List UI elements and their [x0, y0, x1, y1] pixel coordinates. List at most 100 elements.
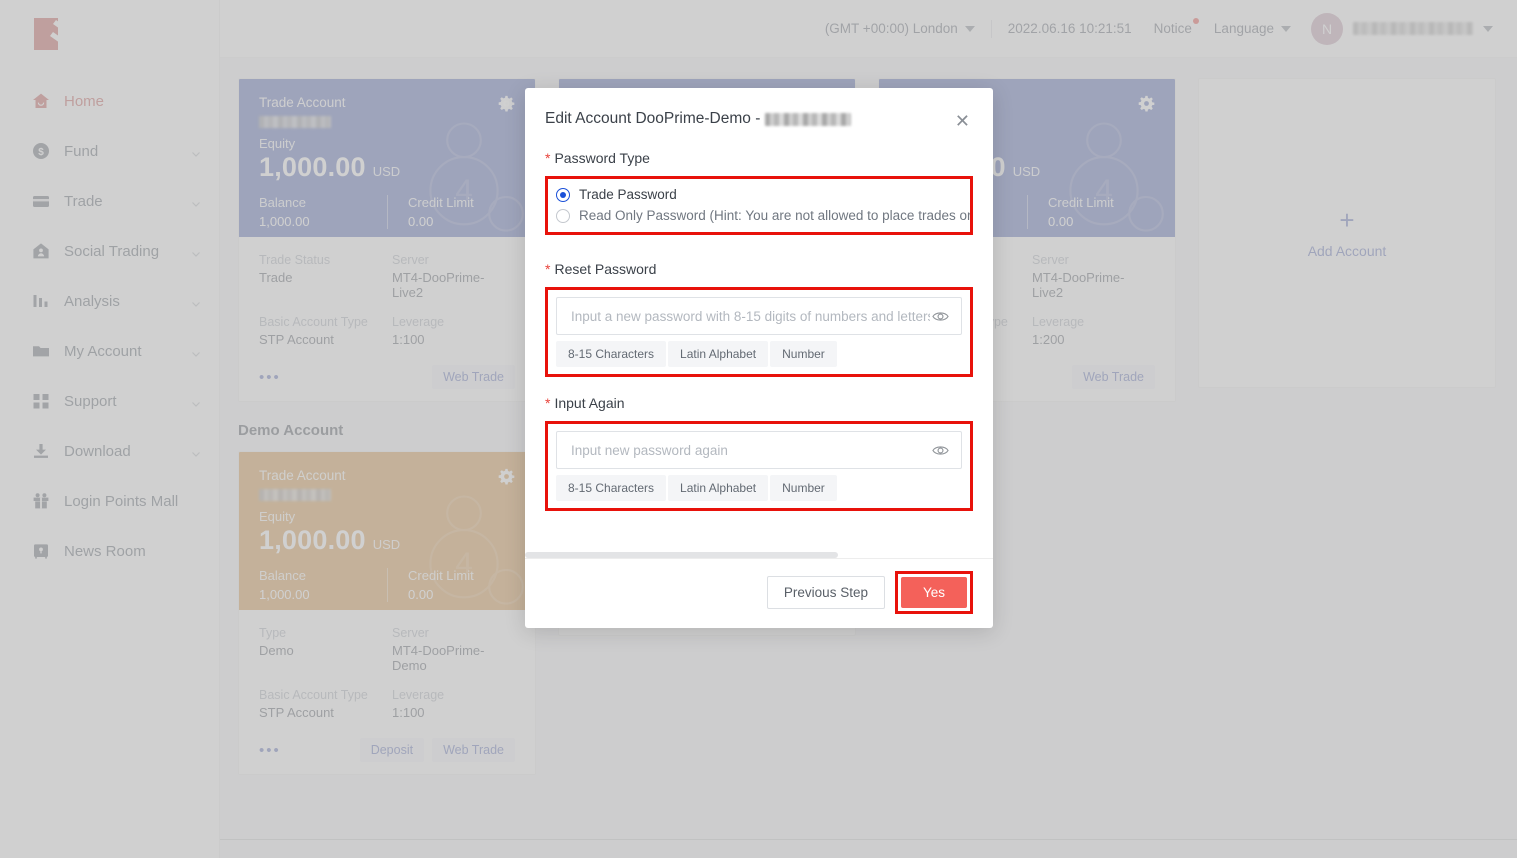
detail-key: Leverage [392, 688, 445, 702]
chip-latin-alphabet: Latin Alphabet [668, 341, 769, 367]
radio-label: Read Only Password (Hint: You are not al… [579, 208, 970, 223]
balance-label: Balance [259, 195, 306, 210]
more-actions-button[interactable]: ••• [259, 741, 281, 759]
sidebar-item-my-account[interactable]: My Account [0, 326, 219, 376]
account-subrow: Balance 1,000.00 Credit Limit 0.00 [259, 195, 515, 229]
previous-step-button[interactable]: Previous Step [766, 576, 885, 609]
input-again-highlight: 8-15 Characters Latin Alphabet Number [545, 421, 973, 511]
house-person-icon [32, 242, 50, 260]
radio-read-only-password[interactable]: Read Only Password (Hint: You are not al… [556, 205, 970, 226]
detail-key: Basic Account Type [259, 688, 368, 702]
password-type-highlight: Trade Password Read Only Password (Hint:… [545, 176, 973, 235]
user-menu[interactable]: N [1311, 12, 1493, 45]
grid-squares-icon [32, 392, 50, 410]
add-account-card[interactable]: + Add Account [1198, 78, 1496, 388]
web-trade-button[interactable]: Web Trade [432, 738, 515, 762]
chevron-down-icon [191, 146, 201, 157]
modal-horizontal-scrollbar[interactable] [525, 552, 985, 558]
input-again-label-text: Input Again [554, 395, 625, 411]
web-trade-button[interactable]: Web Trade [1072, 365, 1155, 389]
logo-wrap[interactable] [0, 0, 219, 76]
account-card-footer: ••• Deposit Web Trade [259, 738, 515, 762]
reset-password-input[interactable] [569, 307, 932, 325]
chevron-down-icon [191, 246, 201, 257]
input-again-label: * Input Again [545, 395, 973, 411]
account-kind: Trade Account [259, 95, 346, 110]
yes-button[interactable]: Yes [900, 577, 967, 608]
chevron-down-icon [1281, 25, 1291, 32]
deposit-button[interactable]: Deposit [359, 738, 425, 762]
chevron-down-icon [191, 196, 201, 207]
web-trade-button[interactable]: Web Trade [432, 365, 515, 389]
equity-value: 1,000.00 [259, 152, 366, 182]
account-header-top: Trade Account [259, 468, 515, 485]
sidebar-item-label: News Room [64, 542, 146, 560]
gear-icon[interactable] [498, 95, 515, 112]
dooprime-logo-svg [34, 18, 66, 50]
chip-number: Number [770, 341, 837, 367]
bottom-divider [220, 839, 1517, 840]
sidebar-item-fund[interactable]: $ Fund [0, 126, 219, 176]
notice-button[interactable]: Notice [1153, 18, 1199, 36]
chip-characters: 8-15 Characters [556, 341, 667, 367]
eye-icon[interactable] [932, 442, 949, 459]
sidebar-item-support[interactable]: Support [0, 376, 219, 426]
gift-icon [32, 492, 50, 510]
credit-limit-label: Credit Limit [408, 195, 474, 210]
balance-value: 1,000.00 [259, 587, 310, 602]
spacer [545, 377, 973, 395]
account-details-grid: Trade Status Server Trade MT4-DooPrime-L… [259, 253, 515, 359]
detail-value: 1:100 [392, 705, 425, 720]
balance-label: Balance [259, 568, 306, 583]
language-label: Language [1213, 21, 1274, 36]
radio-trade-password[interactable]: Trade Password [556, 184, 962, 205]
required-mark: * [545, 150, 551, 166]
equity-currency: USD [372, 537, 401, 552]
timezone-select[interactable]: (GMT +00:00) London [825, 21, 989, 36]
chevron-down-icon [191, 396, 201, 407]
sidebar-item-login-points-mall[interactable]: Login Points Mall [0, 476, 219, 526]
sidebar-item-label: Home [64, 92, 105, 110]
username-redacted [1353, 22, 1473, 35]
close-icon[interactable]: ✕ [954, 111, 970, 131]
equity-row: 1,000.00 USD [259, 152, 515, 183]
sidebar-item-trade[interactable]: Trade [0, 176, 219, 226]
account-subrow: Balance 1,000.00 Credit Limit 0.00 [259, 568, 515, 602]
more-actions-button[interactable]: ••• [259, 368, 281, 386]
input-again-input-wrap [556, 431, 962, 469]
sidebar-item-social-trading[interactable]: Social Trading [0, 226, 219, 276]
eye-icon[interactable] [932, 308, 949, 325]
detail-key: Basic Account Type [259, 315, 368, 329]
sidebar-item-analysis[interactable]: Analysis [0, 276, 219, 326]
scrollbar-thumb[interactable] [525, 552, 838, 558]
sidebar-item-download[interactable]: Download [0, 426, 219, 476]
gear-icon[interactable] [1138, 95, 1155, 112]
language-select[interactable]: Language [1214, 21, 1291, 36]
chevron-down-icon [964, 25, 975, 32]
account-number-redacted [259, 115, 331, 128]
notice-badge-dot [1192, 18, 1199, 24]
input-again-input[interactable] [569, 441, 932, 459]
add-account-label: Add Account [1307, 243, 1387, 259]
footer-buttons: Deposit Web Trade [359, 738, 515, 762]
sidebar-item-home[interactable]: Home [0, 76, 219, 126]
bar-chart-icon [32, 292, 50, 310]
gear-icon[interactable] [498, 468, 515, 485]
avatar: N [1311, 12, 1343, 45]
folder-icon [32, 342, 50, 360]
credit-limit-value: 0.00 [408, 587, 434, 602]
detail-value: MT4-DooPrime-Live2 [1032, 270, 1125, 300]
credit-limit-label: Credit Limit [408, 568, 474, 583]
sidebar-nav: Home $ Fund Trade [0, 76, 219, 576]
detail-key: Server [392, 253, 429, 267]
detail-key: Server [392, 626, 429, 640]
account-card-header: 4 Trade Account Equity 1,0 [239, 452, 535, 610]
account-card: 4 Trade Account Equity 1,0 [238, 78, 536, 402]
sidebar-item-label: Support [64, 392, 117, 410]
credit-block: Credit Limit 0.00 [1027, 195, 1155, 229]
chevron-down-icon [191, 446, 201, 457]
sidebar-item-news-room[interactable]: News Room [0, 526, 219, 576]
footer-buttons: Web Trade [432, 365, 515, 389]
radio-selected-icon [556, 187, 570, 202]
notice-label: Notice [1153, 21, 1192, 36]
